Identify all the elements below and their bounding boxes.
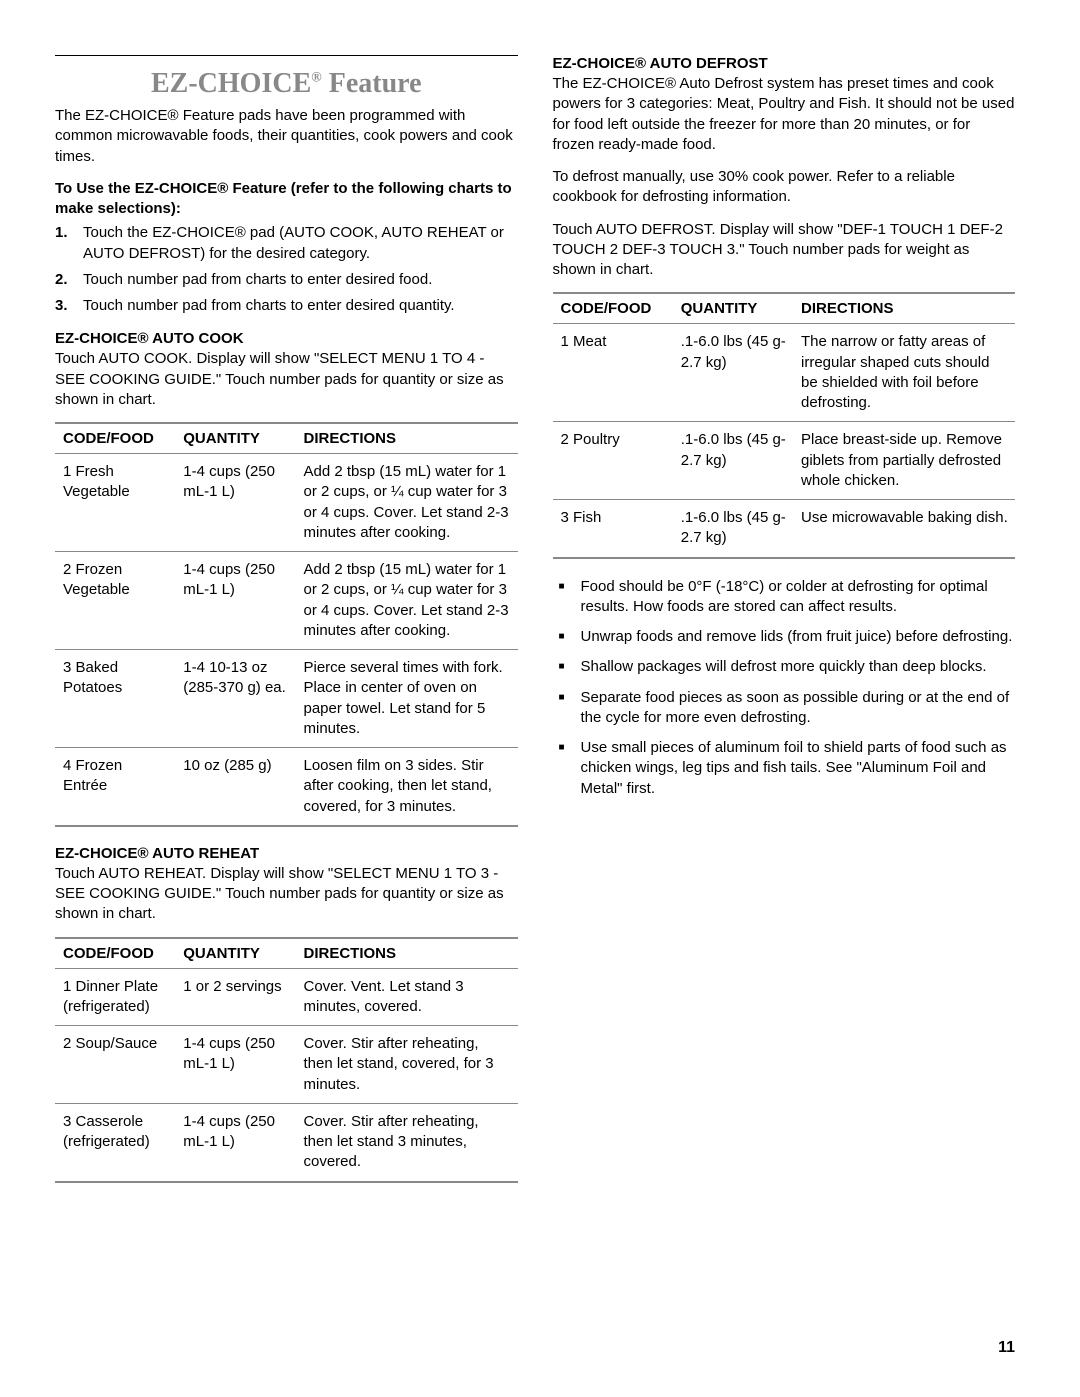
bullet-item: Food should be 0°F (-18°C) or colder at … xyxy=(553,577,1016,618)
autocook-heading: EZ-CHOICE® AUTO COOK xyxy=(55,330,518,347)
step-item: 2.Touch number pad from charts to enter … xyxy=(55,270,518,290)
th-qty: QUANTITY xyxy=(175,938,295,969)
bullet-item: Use small pieces of aluminum foil to shi… xyxy=(553,738,1016,799)
bullet-item: Separate food pieces as soon as possible… xyxy=(553,688,1016,729)
th-dir: DIRECTIONS xyxy=(793,293,1015,324)
title-post: Feature xyxy=(322,68,422,99)
autocook-table: CODE/FOOD QUANTITY DIRECTIONS 1 Fresh Ve… xyxy=(55,422,518,827)
th-dir: DIRECTIONS xyxy=(296,938,518,969)
left-column: EZ-CHOICE® Feature The EZ-CHOICE® Featur… xyxy=(55,55,518,1201)
bullet-item: Shallow packages will defrost more quick… xyxy=(553,657,1016,677)
steps-list: 1.Touch the EZ-CHOICE® pad (AUTO COOK, A… xyxy=(55,223,518,316)
autoreheat-table: CODE/FOOD QUANTITY DIRECTIONS 1 Dinner P… xyxy=(55,937,518,1183)
th-dir: DIRECTIONS xyxy=(296,423,518,454)
table-row: 2 Poultry .1-6.0 lbs (45 g-2.7 kg) Place… xyxy=(553,422,1016,500)
intro-text: The EZ-CHOICE® Feature pads have been pr… xyxy=(55,106,518,167)
defrost-p3: Touch AUTO DEFROST. Display will show "D… xyxy=(553,220,1016,281)
table-row: 2 Frozen Vegetable 1-4 cups (250 mL-1 L)… xyxy=(55,552,518,650)
autocook-text: Touch AUTO COOK. Display will show "SELE… xyxy=(55,349,518,410)
th-code: CODE/FOOD xyxy=(553,293,673,324)
table-row: 4 Frozen Entrée 10 oz (285 g) Loosen fil… xyxy=(55,748,518,826)
step-item: 1.Touch the EZ-CHOICE® pad (AUTO COOK, A… xyxy=(55,223,518,264)
bullet-item: Unwrap foods and remove lids (from fruit… xyxy=(553,627,1016,647)
title-pre: EZ-CHOICE xyxy=(151,68,311,99)
autoreheat-text: Touch AUTO REHEAT. Display will show "SE… xyxy=(55,864,518,925)
main-title: EZ-CHOICE® Feature xyxy=(55,68,518,100)
table-row: 3 Baked Potatoes 1-4 10-13 oz (285-370 g… xyxy=(55,650,518,748)
autoreheat-heading: EZ-CHOICE® AUTO REHEAT xyxy=(55,845,518,862)
defrost-p1: The EZ-CHOICE® Auto Defrost system has p… xyxy=(553,74,1016,155)
autodefrost-table: CODE/FOOD QUANTITY DIRECTIONS 1 Meat .1-… xyxy=(553,292,1016,558)
table-row: 2 Soup/Sauce 1-4 cups (250 mL-1 L) Cover… xyxy=(55,1026,518,1104)
step-item: 3.Touch number pad from charts to enter … xyxy=(55,296,518,316)
table-row: 1 Dinner Plate (refrigerated) 1 or 2 ser… xyxy=(55,968,518,1026)
th-qty: QUANTITY xyxy=(175,423,295,454)
th-code: CODE/FOOD xyxy=(55,938,175,969)
page-number: 11 xyxy=(998,1339,1015,1357)
defrost-p2: To defrost manually, use 30% cook power.… xyxy=(553,167,1016,208)
defrost-bullets: Food should be 0°F (-18°C) or colder at … xyxy=(553,577,1016,799)
table-row: 3 Casserole (refrigerated) 1-4 cups (250… xyxy=(55,1103,518,1181)
th-code: CODE/FOOD xyxy=(55,423,175,454)
right-column: EZ-CHOICE® AUTO DEFROST The EZ-CHOICE® A… xyxy=(553,55,1016,1201)
autodefrost-heading: EZ-CHOICE® AUTO DEFROST xyxy=(553,55,1016,72)
table-row: 3 Fish .1-6.0 lbs (45 g-2.7 kg) Use micr… xyxy=(553,500,1016,558)
use-heading: To Use the EZ-CHOICE® Feature (refer to … xyxy=(55,179,518,220)
table-row: 1 Meat .1-6.0 lbs (45 g-2.7 kg) The narr… xyxy=(553,324,1016,422)
divider xyxy=(55,55,518,56)
table-row: 1 Fresh Vegetable 1-4 cups (250 mL-1 L) … xyxy=(55,454,518,552)
th-qty: QUANTITY xyxy=(673,293,793,324)
